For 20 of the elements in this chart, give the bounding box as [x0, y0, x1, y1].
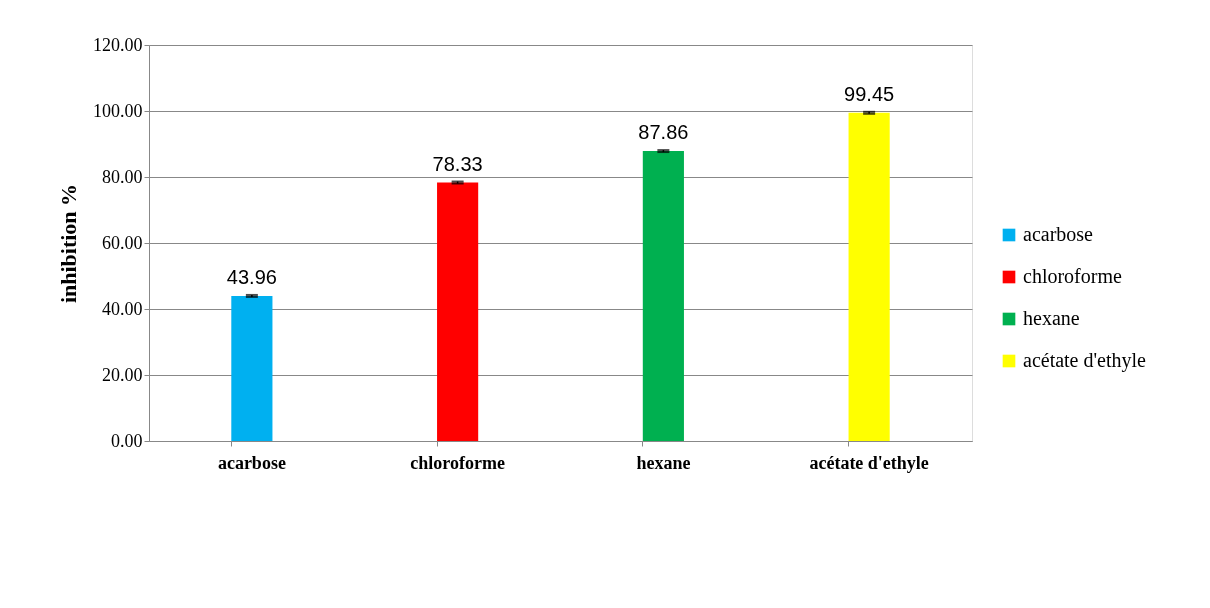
- y-axis-title: inhibition %: [56, 183, 81, 304]
- legend-label: hexane: [1023, 307, 1080, 329]
- data-label: 87.86: [638, 121, 689, 144]
- y-tick-label: 120.00: [93, 34, 143, 55]
- data-label: 78.33: [432, 152, 483, 175]
- x-tick-label: acétate d'ethyle: [809, 452, 929, 473]
- y-tick-label: 100.00: [93, 100, 143, 121]
- legend-label: acétate d'ethyle: [1023, 349, 1147, 372]
- x-tick-label: chloroforme: [410, 452, 505, 473]
- y-tick-label: 20.00: [102, 364, 143, 385]
- y-tick-label: 40.00: [102, 298, 143, 319]
- y-tick-label: 60.00: [102, 232, 143, 253]
- y-tick-label: 0.00: [111, 430, 143, 451]
- x-tick-label: hexane: [636, 452, 691, 473]
- y-tick-label: 80.00: [102, 166, 143, 187]
- legend-label: acarbose: [1023, 223, 1094, 245]
- data-label: 43.96: [226, 265, 277, 288]
- x-tick-label: acarbose: [217, 452, 286, 473]
- data-label: 99.45: [844, 82, 895, 105]
- legend-label: chloroforme: [1023, 265, 1122, 287]
